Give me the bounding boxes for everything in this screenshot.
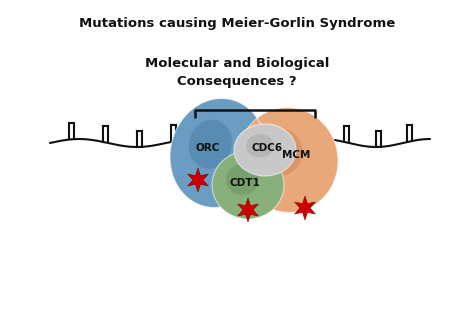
Ellipse shape [246,134,274,157]
Text: Mutations causing Meier-Gorlin Syndrome: Mutations causing Meier-Gorlin Syndrome [79,16,395,30]
Polygon shape [295,196,315,220]
Ellipse shape [238,108,338,213]
Text: ORC: ORC [196,143,220,153]
Ellipse shape [206,139,230,167]
Ellipse shape [238,127,292,173]
Ellipse shape [246,134,284,166]
Ellipse shape [244,114,332,206]
Ellipse shape [242,131,288,170]
Ellipse shape [200,133,236,174]
Ellipse shape [263,134,313,186]
Polygon shape [188,168,209,192]
Ellipse shape [217,155,280,215]
Ellipse shape [235,172,262,198]
Ellipse shape [230,168,266,202]
Ellipse shape [170,98,266,208]
Ellipse shape [189,120,232,169]
Ellipse shape [250,121,326,199]
Ellipse shape [275,147,301,173]
Ellipse shape [282,154,294,167]
Ellipse shape [269,140,307,180]
Ellipse shape [226,164,258,195]
Text: CDT1: CDT1 [229,178,260,188]
Ellipse shape [257,144,273,156]
Ellipse shape [221,159,275,211]
Ellipse shape [249,137,281,163]
Ellipse shape [261,147,269,153]
Polygon shape [237,198,258,222]
Ellipse shape [194,126,242,180]
Ellipse shape [188,119,248,187]
Ellipse shape [182,112,254,194]
Text: Molecular and Biological
Consequences ?: Molecular and Biological Consequences ? [145,57,329,89]
Ellipse shape [244,181,253,189]
Ellipse shape [234,124,296,176]
Text: CDC6: CDC6 [251,143,283,153]
Text: MCM: MCM [282,150,310,160]
Ellipse shape [257,127,319,193]
Ellipse shape [254,140,277,160]
Ellipse shape [212,151,284,219]
Ellipse shape [212,146,224,160]
Ellipse shape [226,164,271,206]
Ellipse shape [239,176,257,194]
Ellipse shape [257,128,302,175]
Ellipse shape [176,105,260,201]
